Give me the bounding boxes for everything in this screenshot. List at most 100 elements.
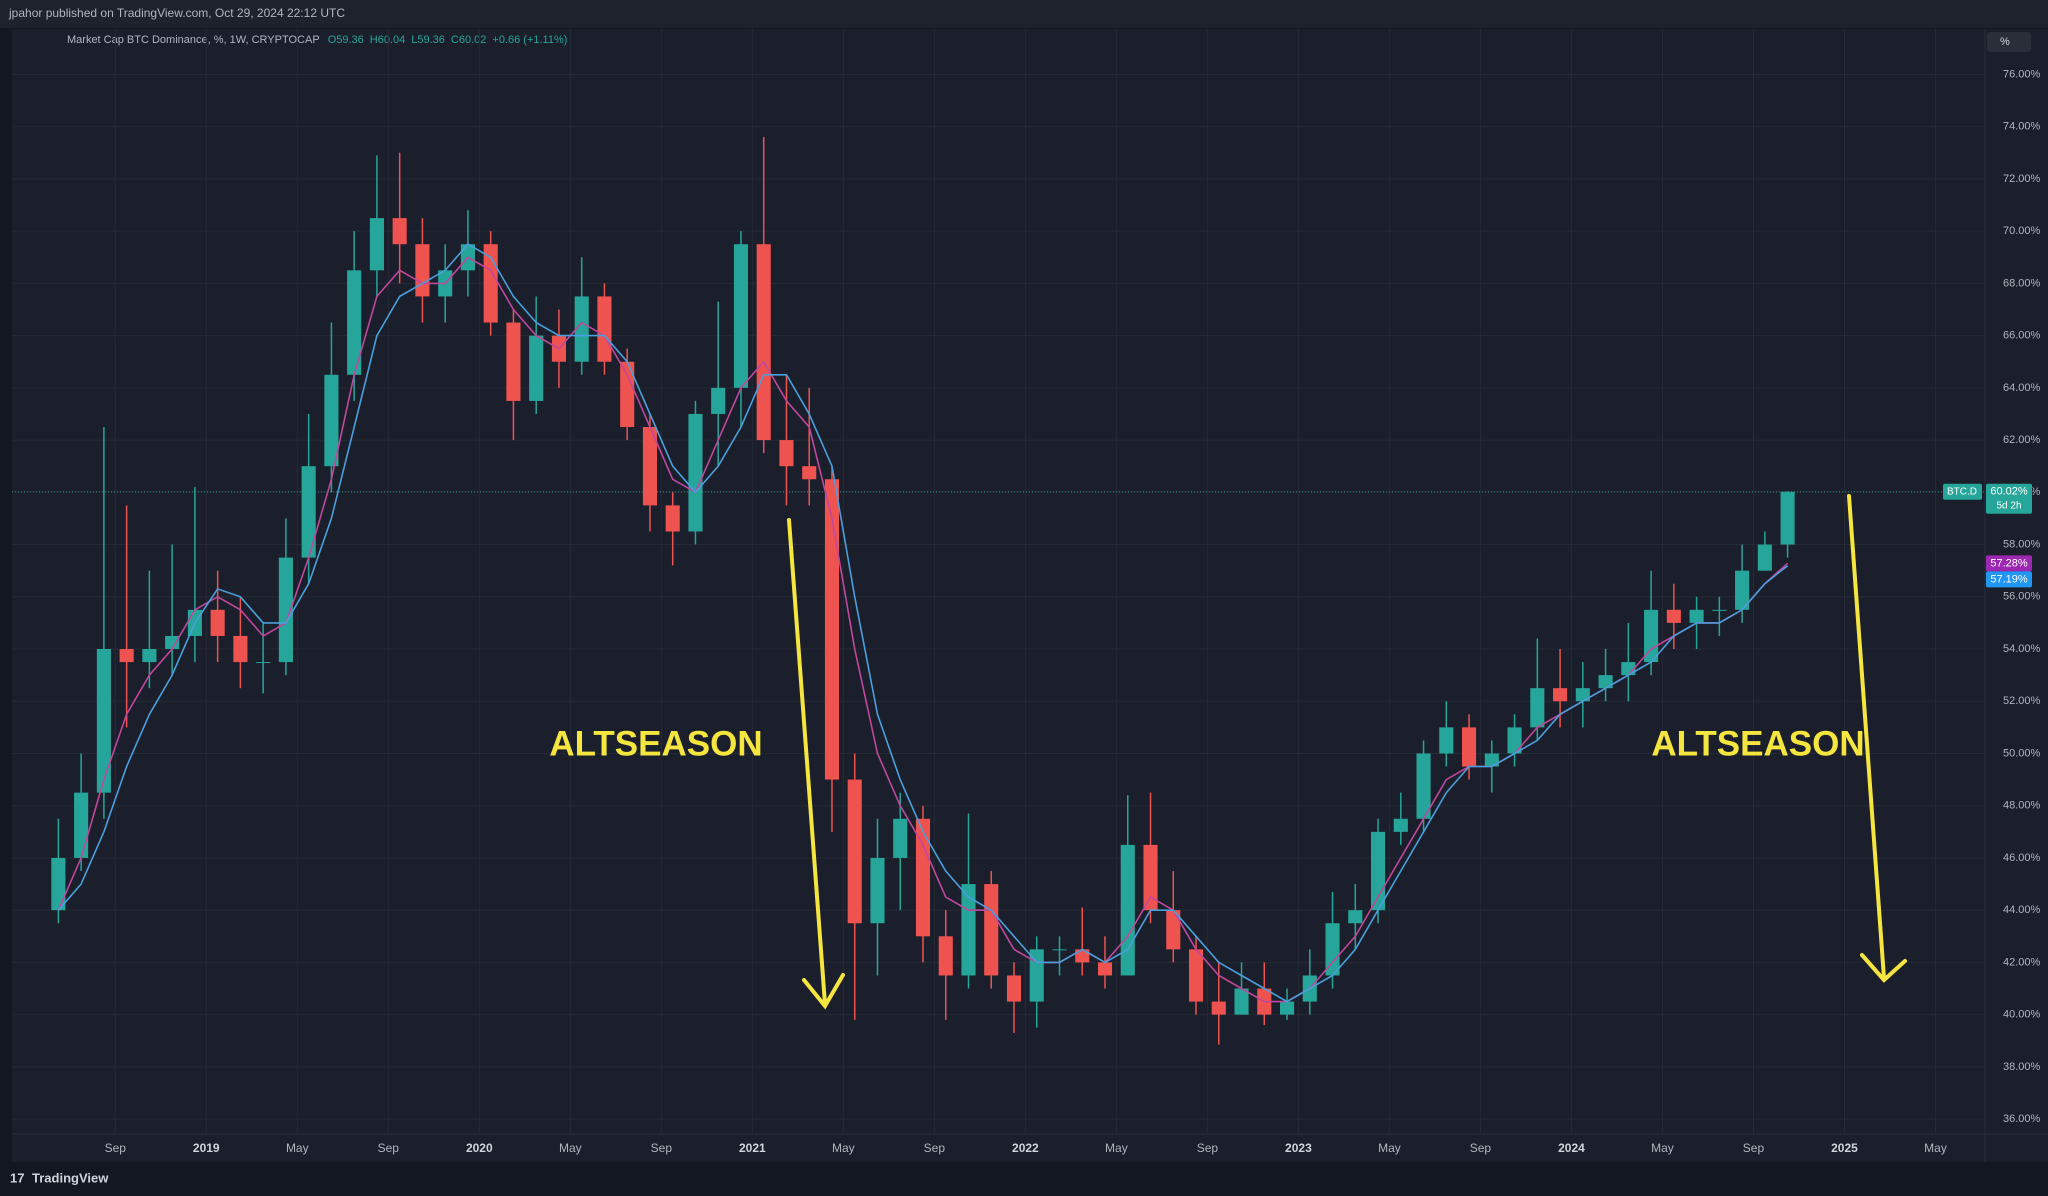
candle-body	[392, 218, 407, 245]
x-tick-label: May	[1378, 1141, 1401, 1155]
candle-body	[1757, 544, 1772, 571]
candle-body	[1211, 1001, 1226, 1015]
x-tick-label: May	[286, 1141, 309, 1155]
y-tick-label: 62.00%	[2003, 434, 2041, 446]
y-tick-label: 52.00%	[2003, 695, 2041, 707]
candle-body	[938, 936, 953, 976]
footer-bar	[0, 1162, 2048, 1196]
y-tick-label: 58.00%	[2003, 538, 2041, 550]
x-tick-label: May	[832, 1141, 855, 1155]
candle-body	[1097, 962, 1113, 976]
candle-body	[961, 884, 976, 976]
y-tick-label: 42.00%	[2003, 956, 2041, 968]
ohlc-value: O59.36	[328, 34, 364, 46]
candle-body	[1553, 688, 1568, 702]
ohlc-value: +0.66 (+1.11%)	[492, 34, 567, 46]
candle-body	[347, 270, 362, 375]
candle-body	[711, 387, 726, 414]
annotation: ALTSEASON	[1651, 724, 1864, 763]
candle-body	[256, 662, 271, 664]
candle-body	[1644, 609, 1659, 663]
scale-button[interactable]	[1987, 32, 2031, 52]
symbol-tag	[1943, 483, 1982, 500]
candle-body	[165, 635, 180, 650]
footer-logo[interactable]: TradingView	[32, 1170, 109, 1185]
price-axis	[1985, 29, 2048, 1162]
x-tick-label: 2024	[1558, 1141, 1585, 1155]
y-tick-label: 66.00%	[2003, 330, 2041, 342]
x-tick-label: 2019	[193, 1141, 220, 1155]
x-tick-label: Sep	[924, 1141, 946, 1155]
time-axis	[12, 1134, 1985, 1162]
x-tick-label: 2023	[1285, 1141, 1312, 1155]
x-tick-label: Sep	[1470, 1141, 1492, 1155]
candle-body	[119, 649, 134, 663]
candle-body	[142, 649, 157, 663]
candle-body	[210, 609, 225, 636]
candle-body	[1120, 844, 1135, 976]
candle-body	[1439, 727, 1454, 754]
x-tick-label: 2021	[739, 1141, 766, 1155]
candle-body	[1575, 688, 1590, 702]
candle-body	[870, 857, 885, 924]
y-tick-label: 44.00%	[2003, 904, 2041, 916]
arrow-head	[802, 973, 845, 1010]
candle-body	[756, 244, 771, 441]
x-tick-label: May	[559, 1141, 582, 1155]
candle-body	[847, 779, 862, 924]
x-tick-label: Sep	[1197, 1141, 1219, 1155]
y-tick-label: 70.00%	[2003, 225, 2041, 237]
y-tick-label: 36.00%	[2003, 1113, 2041, 1125]
y-tick-label: 46.00%	[2003, 852, 2041, 864]
arrows	[787, 494, 1907, 1010]
candle-body	[278, 557, 293, 663]
candle-body	[620, 361, 635, 428]
candle-body	[1780, 491, 1795, 545]
candle-body	[1598, 675, 1613, 689]
x-tick-label: Sep	[378, 1141, 400, 1155]
candle-body	[96, 649, 111, 793]
candle-body	[1712, 609, 1727, 611]
x-tick-label: Sep	[1743, 1141, 1765, 1155]
y-tick-label: 48.00%	[2003, 800, 2041, 812]
x-tick-label: May	[1651, 1141, 1674, 1155]
candle-body	[893, 818, 908, 858]
candle-body	[529, 335, 544, 401]
candle-body	[1234, 988, 1249, 1015]
price-tag	[1986, 555, 2032, 572]
price-tag	[1986, 571, 2032, 588]
symbol-label: BTC.D	[1947, 486, 1977, 497]
x-tick-label: Sep	[105, 1141, 127, 1155]
moving-average-line	[57, 243, 1789, 1003]
candle-body	[74, 792, 89, 858]
candle-body	[51, 857, 66, 911]
candle-body	[574, 296, 589, 362]
candle-body	[1666, 609, 1681, 623]
grid	[12, 29, 1985, 1134]
candle-body	[1325, 923, 1340, 976]
y-tick-label: 76.00%	[2003, 68, 2041, 80]
y-tick-label: 74.00%	[2003, 121, 2041, 133]
candle-body	[733, 244, 749, 388]
x-tick-label: May	[1924, 1141, 1947, 1155]
candle-body	[1075, 949, 1090, 963]
candle-body	[688, 413, 703, 532]
scale-button-label[interactable]: %	[2000, 36, 2010, 48]
y-tick-label: 56.00%	[2003, 591, 2041, 603]
candle-body	[1689, 609, 1704, 623]
candle-body	[324, 374, 339, 467]
ohlc-value: C60.02	[451, 34, 486, 46]
candle-body	[1166, 910, 1181, 950]
candle-body	[1006, 975, 1022, 1002]
candle-body	[802, 466, 817, 480]
candle-body	[1530, 688, 1545, 728]
candle-body	[483, 244, 498, 323]
header-bar	[0, 0, 2048, 28]
candle-body	[1735, 570, 1750, 610]
arrow-head	[1860, 953, 1907, 983]
candle-body	[665, 505, 680, 532]
series-layer	[51, 137, 1795, 1045]
series-title: Market Cap BTC Dominance, %, 1W, CRYPTOC…	[67, 34, 320, 46]
